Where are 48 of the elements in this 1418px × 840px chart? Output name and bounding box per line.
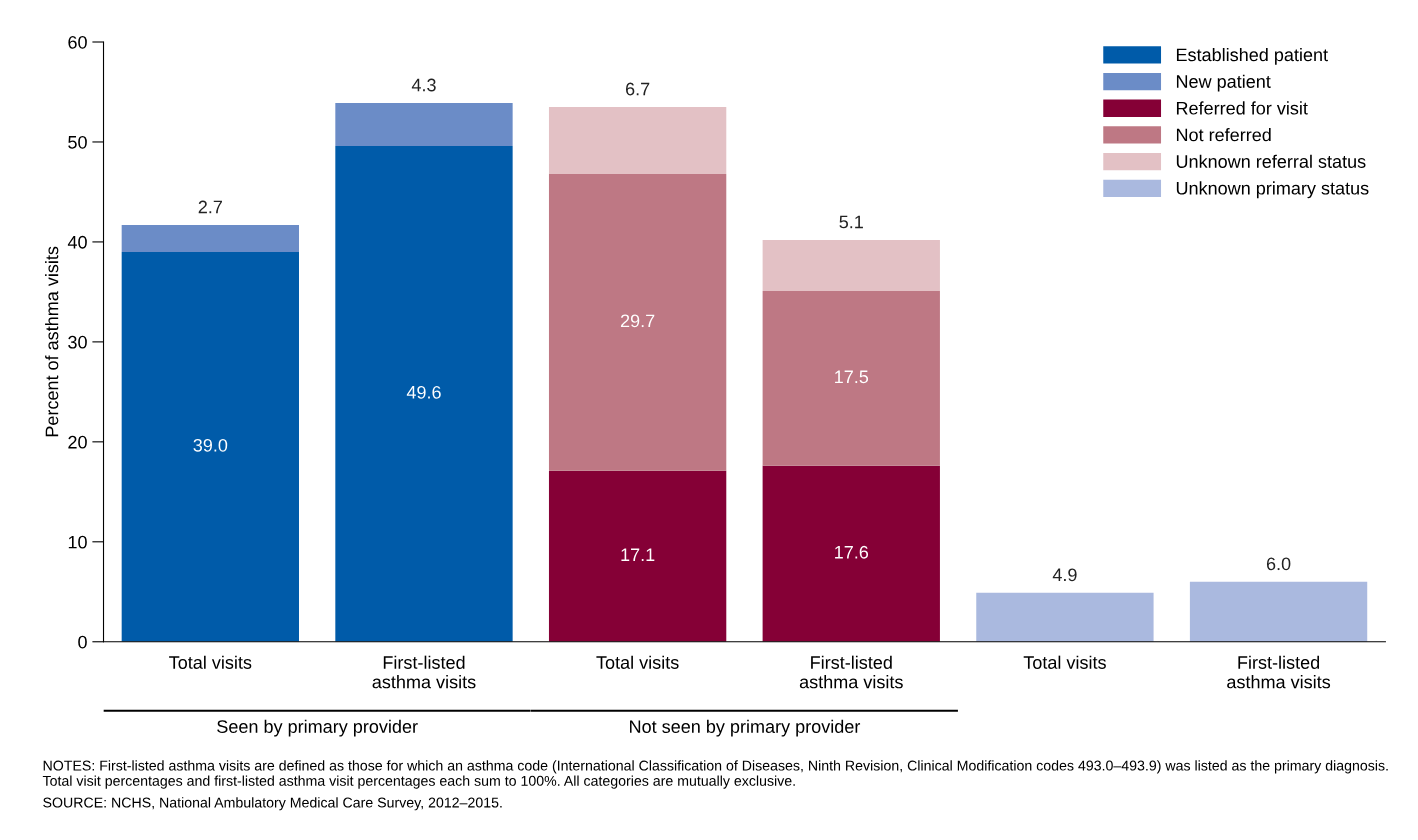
bar: [121, 251, 299, 642]
legend-label: Unknown referral status: [1176, 154, 1366, 168]
y-tick-label: 20: [68, 435, 87, 449]
y-tick-label: 30: [68, 335, 87, 349]
data-label: 17.6: [835, 545, 869, 559]
x-tick-label: First-listed asthma visits: [372, 655, 476, 689]
text: Seen by primary provider: [217, 719, 418, 737]
x-tick-label: First-listed asthma visits: [1227, 655, 1331, 689]
legend-label: New patient: [1176, 74, 1271, 92]
legend-label: Not referred: [1176, 128, 1271, 142]
x-tick-label: Total visits: [1023, 655, 1106, 669]
bar: [976, 592, 1154, 642]
data-label: 17.5: [835, 370, 869, 384]
bar: [762, 239, 940, 291]
bar: [762, 290, 940, 466]
y-tick-label: 0: [78, 635, 87, 649]
source-note: SOURCE: NCHS, National Ambulatory Medical Care Survey, 2012–2015.: [43, 797, 502, 811]
y-tick-label: 50: [68, 135, 87, 149]
data-label: 39.0: [193, 438, 228, 452]
data-label: 4.9: [1052, 568, 1077, 582]
bar: [335, 145, 513, 642]
bar: [548, 106, 727, 174]
bar: [121, 224, 299, 252]
x-tick-label: First-listed asthma visits: [799, 655, 903, 689]
data-label: 17.1: [621, 548, 655, 561]
legend-label: Established patient: [1176, 47, 1328, 65]
y-tick-label: 40: [67, 235, 87, 249]
legend-label: Referred for visit: [1176, 101, 1308, 115]
bar: [1189, 581, 1368, 642]
bar: [762, 465, 940, 642]
data-label: 2.7: [198, 200, 222, 214]
bar: [548, 173, 727, 471]
text: NOTES: First-listed asthma visits are defined as those for which an asthma code (International Classification of Diseases, Ninth Revision, Clinical Modification codes 493.0–493.9) was listed as the primary diagnosis. Total visit percentages and first-listed asthma visit percentages each sum to 100%. All categories are mutually exclusive.: [42, 760, 1388, 789]
data-label: 6.0: [1266, 557, 1291, 571]
data-label: 5.1: [839, 215, 863, 229]
bar: [548, 470, 727, 642]
data-label: 6.7: [626, 82, 650, 96]
x-tick-label: Total visits: [596, 655, 679, 669]
data-label: 29.7: [620, 314, 655, 328]
y-tick-label: 60: [68, 35, 87, 49]
x-tick-label: Total visits: [169, 655, 252, 669]
bar: [335, 102, 513, 146]
legend-label: Unknown primary status: [1176, 181, 1369, 199]
data-label: 49.6: [406, 385, 441, 399]
y-axis-title: Percent of asthma visits: [45, 246, 59, 437]
text: Not seen by primary provider: [630, 719, 861, 737]
y-tick-label: 10: [68, 535, 87, 549]
data-label: 4.3: [411, 78, 436, 92]
